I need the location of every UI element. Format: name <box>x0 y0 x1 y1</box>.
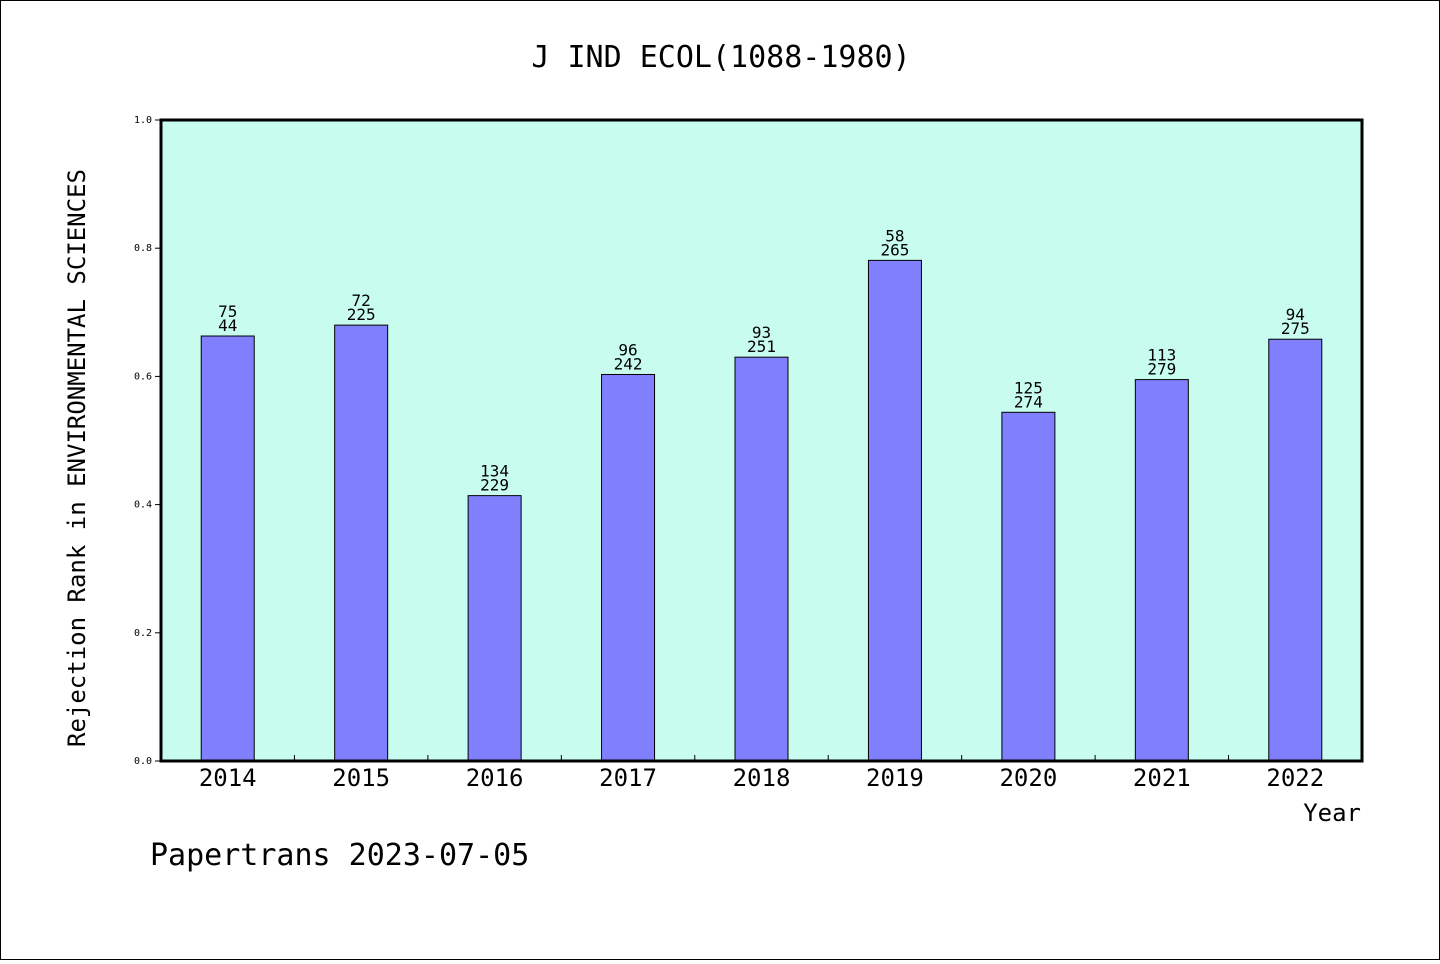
bar-label-bottom: 251 <box>747 337 776 356</box>
x-tick-label: 2021 <box>1133 764 1191 792</box>
y-tick-label: 0.4 <box>134 500 152 511</box>
x-tick-label: 2018 <box>733 764 791 792</box>
chart-title: J IND ECOL(1088-1980) <box>531 40 910 75</box>
bar-2020 <box>1001 411 1056 762</box>
x-tick-label: 2020 <box>999 764 1057 792</box>
bar-label-top: 125 <box>1014 378 1043 397</box>
x-tick-label: 2014 <box>199 764 257 792</box>
x-tick-label: 2022 <box>1266 764 1324 792</box>
bar-2014 <box>200 335 255 762</box>
x-tick-label: 2015 <box>332 764 390 792</box>
y-tick-label: 0.2 <box>134 628 152 639</box>
y-axis-label: Rejection Rank in ENVIRONMENTAL SCIENCES <box>63 169 91 747</box>
bar-2019 <box>867 259 922 762</box>
bar-2017 <box>601 373 656 762</box>
y-tick-label: 0.8 <box>134 243 152 254</box>
x-tick-label: 2019 <box>866 764 924 792</box>
bars-group: 7544722251342299624293251582651252741132… <box>200 226 1323 762</box>
y-tick-label: 0.0 <box>134 756 152 767</box>
bar-2016 <box>467 495 522 762</box>
plot-border <box>159 118 1364 763</box>
footer-text: Papertrans 2023-07-05 <box>150 838 529 873</box>
bar-label-bottom: 44 <box>218 316 237 335</box>
bar-2021 <box>1134 379 1189 762</box>
bar-2022 <box>1268 338 1323 762</box>
bar-label-top: 94 <box>1286 305 1305 324</box>
bar-label-bottom: 279 <box>1147 360 1176 379</box>
bar-label-bottom: 225 <box>347 305 376 324</box>
bar-label-top: 93 <box>752 323 771 342</box>
bar-label-bottom: 265 <box>880 240 909 259</box>
bar-2015 <box>334 324 389 762</box>
bar-label-top: 96 <box>618 340 637 359</box>
x-tick-label: 2016 <box>466 764 524 792</box>
bar-label-top: 72 <box>352 291 371 310</box>
y-axis: 0.0 0.2 0.4 0.6 0.8 1.0 <box>134 115 161 767</box>
y-tick-label: 1.0 <box>134 115 152 126</box>
bar-label-top: 75 <box>218 302 237 321</box>
bar-label-top: 113 <box>1147 346 1176 365</box>
bar-label-top: 58 <box>885 226 904 245</box>
bar-2018 <box>734 356 789 762</box>
bar-label-bottom: 242 <box>614 354 643 373</box>
bar-label-top: 134 <box>480 462 509 481</box>
y-tick-label: 0.6 <box>134 371 152 382</box>
x-axis: 2014 2015 2016 2017 2018 2019 2020 2021 2022 <box>199 755 1324 792</box>
x-tick-label: 2017 <box>599 764 657 792</box>
x-axis-label: Year <box>1303 799 1361 827</box>
bar-label-bottom: 229 <box>480 476 509 495</box>
bar-label-bottom: 274 <box>1014 392 1043 411</box>
bar-label-bottom: 275 <box>1281 319 1310 338</box>
